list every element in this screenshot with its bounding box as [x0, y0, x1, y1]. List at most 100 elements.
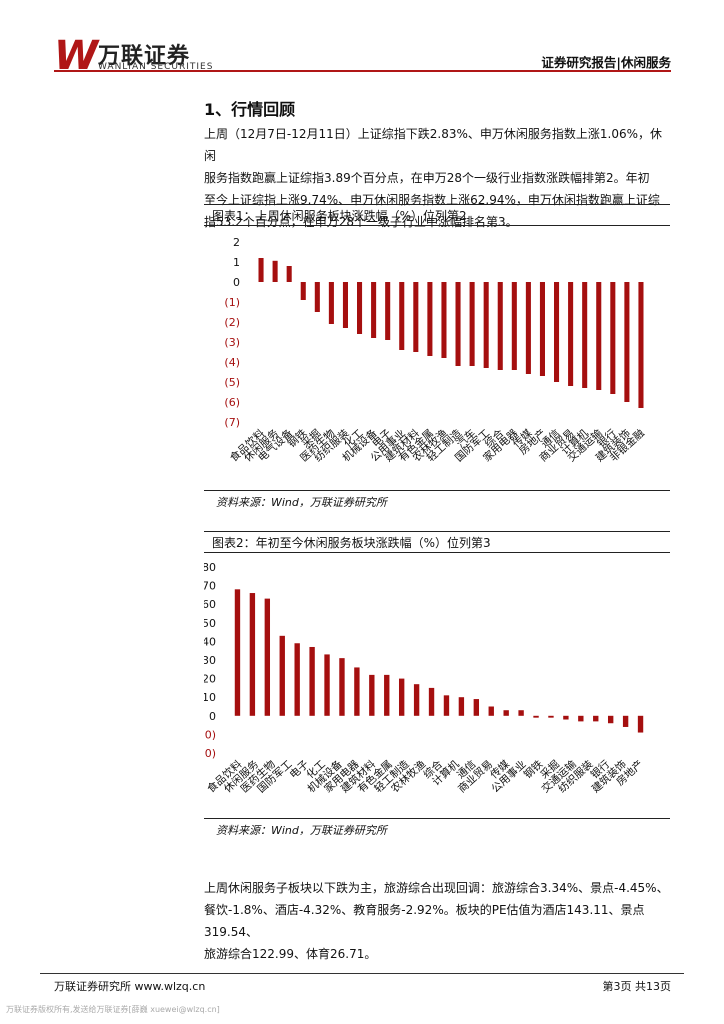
y-tick-label: (7) — [224, 416, 240, 429]
bar — [413, 282, 419, 352]
y-tick-label: (1) — [224, 296, 240, 309]
bar — [354, 667, 360, 716]
y-tick-label: 50 — [204, 617, 216, 630]
page-number: 第3页 共13页 — [602, 980, 672, 993]
paragraph-line: 餐饮-1.8%、酒店-4.32%、教育服务-2.92%。板块的PE估值为酒店14… — [204, 903, 645, 939]
bar — [309, 646, 315, 716]
figure1-title: 图表1：上周休闲服务板块涨跌幅（%）位列第2 — [204, 204, 670, 226]
logo-mark: W — [54, 33, 99, 79]
y-tick-label: 10 — [204, 691, 216, 704]
bar — [624, 282, 630, 402]
bar — [339, 658, 345, 716]
bar — [458, 697, 465, 716]
bar — [610, 282, 616, 394]
y-tick-label: 70 — [204, 580, 216, 593]
y-tick-label: (4) — [224, 356, 240, 369]
y-tick-label: 2 — [233, 236, 240, 249]
y-tick-label: 40 — [204, 635, 216, 648]
footer-website: 万联证券研究所 www.wlzq.cn — [54, 980, 206, 993]
bar — [357, 282, 363, 334]
y-tick-label: (5) — [224, 376, 240, 389]
bar — [398, 678, 405, 716]
figure2-source: 资料来源：Wind，万联证券研究所 — [216, 824, 387, 837]
figure2-bottom-rule — [204, 818, 670, 819]
bar — [272, 260, 278, 282]
bar — [539, 282, 545, 376]
bar — [234, 589, 241, 716]
report-category: 证券研究报告|休闲服务 — [541, 55, 671, 70]
logo-name-en: WANLIAN SECURITIES — [98, 62, 214, 72]
bar — [279, 635, 285, 716]
bar — [488, 706, 494, 716]
paragraph-line: 服务指数跑赢上证综指3.89个百分点，在申万28个一级行业指数涨跌幅排第2。年初 — [204, 171, 650, 185]
bar — [286, 266, 292, 282]
y-tick-label: 80 — [204, 561, 216, 574]
bar — [638, 282, 644, 408]
y-tick-label: (10) — [204, 728, 216, 741]
bar — [264, 598, 271, 716]
bar — [369, 674, 375, 716]
bar — [443, 695, 450, 716]
bar — [511, 282, 517, 370]
logo-name-cn: 万联证券 — [98, 44, 191, 69]
bar — [548, 715, 554, 718]
bar — [533, 715, 539, 718]
bar — [473, 699, 480, 716]
chart-ytd-change: 80706050403020100(10)(20)食品饮料休闲服务医药生物国防军… — [204, 561, 646, 795]
bar — [324, 654, 330, 716]
paragraph-subsector-review: 上周休闲服务子板块以下跌为主，旅游综合出现回调：旅游综合3.34%、景点-4.4… — [204, 877, 674, 965]
bar — [563, 715, 569, 720]
figure1-bottom-rule — [204, 490, 670, 491]
bar — [342, 282, 348, 328]
paragraph-line: 旅游综合122.99、体育26.71。 — [204, 947, 377, 961]
paragraph-line: 至今上证综指上涨9.74%、申万休闲服务指数上涨62.94%，申万休闲指数跑赢上… — [204, 193, 660, 207]
bar — [578, 715, 584, 722]
bar — [314, 282, 320, 312]
bar — [455, 282, 461, 366]
paragraph-market-review: 上周（12月7日-12月11日）上证综指下跌2.83%、申万休闲服务指数上涨1.… — [204, 123, 674, 233]
bar — [399, 282, 405, 350]
bar — [294, 643, 300, 716]
y-tick-label: (6) — [224, 396, 240, 409]
y-tick-label: (3) — [224, 336, 240, 349]
bar — [596, 282, 602, 390]
bar — [607, 715, 614, 724]
y-tick-label: 30 — [204, 654, 216, 667]
y-tick-label: 1 — [233, 256, 240, 269]
bar — [427, 282, 433, 356]
bar — [328, 282, 334, 324]
bar — [469, 282, 475, 366]
bar — [525, 282, 531, 374]
y-tick-label: 20 — [204, 673, 216, 686]
y-tick-label: 0 — [209, 710, 216, 723]
bar — [385, 282, 391, 340]
bar — [582, 282, 588, 388]
paragraph-line: 上周休闲服务子板块以下跌为主，旅游综合出现回调：旅游综合3.34%、景点-4.4… — [204, 881, 669, 895]
bar — [258, 258, 264, 282]
bar — [518, 710, 524, 716]
bar — [593, 715, 599, 722]
copyright-watermark: 万联证券版权所有,发送给万联证券[薛巍 xuewei@wlzq.cn] — [6, 1005, 220, 1014]
header-divider — [54, 70, 671, 72]
chart-weekly-change: 210(1)(2)(3)(4)(5)(6)(7)食品饮料休闲服务电气设备钢铁采掘… — [224, 236, 647, 464]
bar — [300, 282, 306, 300]
bar — [483, 282, 489, 368]
bar — [554, 282, 560, 382]
bar — [371, 282, 377, 338]
bar — [637, 715, 644, 733]
figure2-title: 图表2：年初至今休闲服务板块涨跌幅（%）位列第3 — [204, 531, 670, 553]
section-title: 1、行情回顾 — [204, 100, 296, 119]
footer-divider — [40, 973, 684, 974]
paragraph-line: 上周（12月7日-12月11日）上证综指下跌2.83%、申万休闲服务指数上涨1.… — [204, 127, 663, 163]
bar — [503, 710, 509, 716]
y-tick-label: 0 — [233, 276, 240, 289]
bar — [428, 687, 435, 716]
bar — [249, 593, 256, 716]
bar — [384, 674, 390, 716]
bar — [413, 684, 420, 716]
y-tick-label: (20) — [204, 747, 216, 760]
y-tick-label: (2) — [224, 316, 240, 329]
figure1-source: 资料来源：Wind，万联证券研究所 — [216, 496, 387, 509]
bar — [568, 282, 574, 386]
bar — [497, 282, 503, 370]
